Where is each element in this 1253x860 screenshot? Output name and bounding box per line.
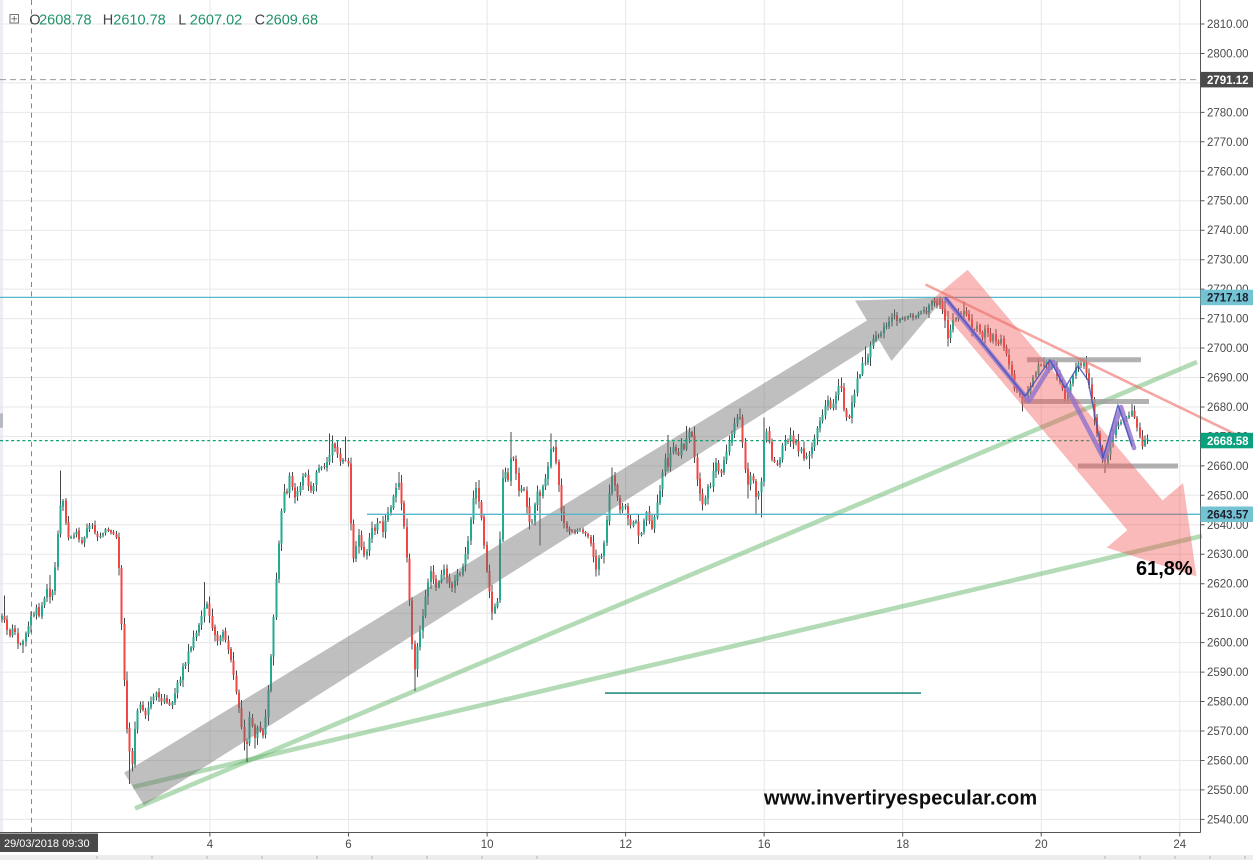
svg-text:6: 6 (345, 839, 351, 851)
svg-text:2717.18: 2717.18 (1207, 293, 1249, 305)
svg-text:2740.00: 2740.00 (1207, 225, 1249, 237)
svg-text:24: 24 (1173, 839, 1186, 851)
svg-text:2640.00: 2640.00 (1207, 520, 1249, 532)
svg-text:2770.00: 2770.00 (1207, 137, 1249, 149)
svg-text:2610.78: 2610.78 (113, 13, 165, 29)
svg-text:2680.00: 2680.00 (1207, 402, 1249, 414)
svg-text:2620.00: 2620.00 (1207, 579, 1249, 591)
svg-text:2730.00: 2730.00 (1207, 255, 1249, 267)
svg-text:2800.00: 2800.00 (1207, 49, 1249, 61)
svg-text:2780.00: 2780.00 (1207, 107, 1249, 119)
svg-text:2610.00: 2610.00 (1207, 608, 1249, 620)
svg-text:2607.02: 2607.02 (190, 13, 242, 29)
svg-text:www.invertiryespecular.com: www.invertiryespecular.com (763, 788, 1037, 810)
svg-text:L: L (178, 13, 186, 29)
svg-text:2650.00: 2650.00 (1207, 490, 1249, 502)
svg-text:16: 16 (758, 839, 771, 851)
svg-text:2710.00: 2710.00 (1207, 314, 1249, 326)
svg-text:4: 4 (207, 839, 214, 851)
svg-text:2600.00: 2600.00 (1207, 638, 1249, 650)
svg-text:2608.78: 2608.78 (39, 13, 91, 29)
svg-text:2643.57: 2643.57 (1207, 510, 1249, 522)
svg-text:2540.00: 2540.00 (1207, 814, 1249, 826)
svg-text:61,8%: 61,8% (1136, 558, 1193, 580)
svg-text:10: 10 (481, 839, 494, 851)
svg-text:20: 20 (1035, 839, 1048, 851)
svg-text:2560.00: 2560.00 (1207, 756, 1249, 768)
svg-text:C: C (255, 13, 265, 29)
svg-text:2590.00: 2590.00 (1207, 667, 1249, 679)
svg-text:29/03/2018 09:30: 29/03/2018 09:30 (4, 838, 90, 850)
svg-text:2750.00: 2750.00 (1207, 196, 1249, 208)
svg-text:2609.68: 2609.68 (266, 13, 318, 29)
svg-text:12: 12 (619, 839, 632, 851)
svg-text:O: O (29, 13, 40, 29)
svg-text:18: 18 (896, 839, 909, 851)
svg-text:2700.00: 2700.00 (1207, 343, 1249, 355)
svg-text:2660.00: 2660.00 (1207, 461, 1249, 473)
svg-text:2580.00: 2580.00 (1207, 697, 1249, 709)
svg-text:2690.00: 2690.00 (1207, 373, 1249, 385)
svg-text:2630.00: 2630.00 (1207, 549, 1249, 561)
svg-text:2760.00: 2760.00 (1207, 166, 1249, 178)
svg-text:2791.12: 2791.12 (1207, 75, 1249, 87)
svg-text:H: H (103, 13, 113, 29)
svg-text:2550.00: 2550.00 (1207, 785, 1249, 797)
svg-text:2570.00: 2570.00 (1207, 726, 1249, 738)
svg-text:2810.00: 2810.00 (1207, 19, 1249, 31)
svg-text:2668.58: 2668.58 (1207, 436, 1249, 448)
